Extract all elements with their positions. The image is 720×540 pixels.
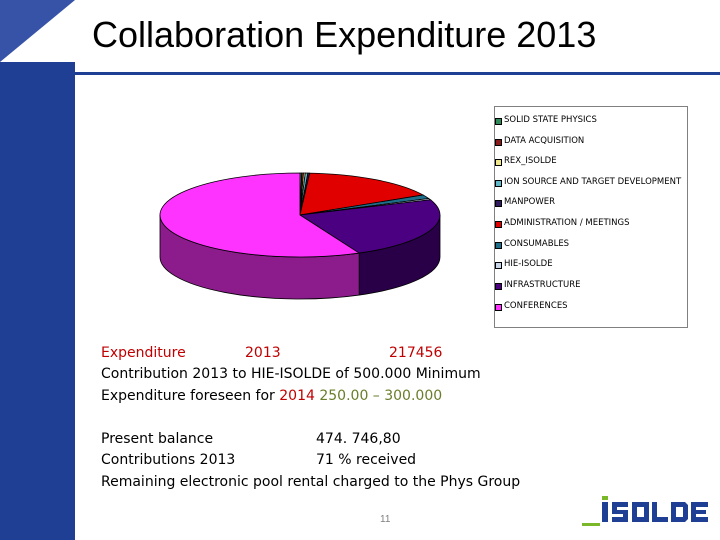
page-number: 11 [380,514,391,525]
present-balance-value: 474. 746,80 [316,431,401,447]
legend-item: INFRASTRUCTURE [495,280,684,290]
legend-item: REX_ISOLDE [495,156,684,166]
legend-label: SOLID STATE PHYSICS [504,115,597,125]
legend-swatch [495,139,502,146]
legend-swatch [495,118,502,125]
pie-slice [298,199,441,254]
legend-swatch [495,242,502,249]
legend-swatch [495,304,502,311]
expenditure-value: 217456 [389,345,443,361]
pie-chart [159,172,441,300]
present-balance-label: Present balance [101,431,214,447]
legend-swatch [495,159,502,166]
expenditure-year: 2013 [245,345,281,361]
remaining-line: Remaining electronic pool rental charged… [101,474,521,490]
legend-label: REX_ISOLDE [504,156,557,166]
expenditure-label: Expenditure [101,345,186,361]
contributions-label: Contributions 2013 [101,452,236,468]
present-balance-line: Present balance 474. 746,80 [101,429,561,451]
legend-label: ADMINISTRATION / MEETINGS [504,218,630,228]
foreseen-line: Expenditure foreseen for 2014 250.00 – 3… [101,386,442,408]
legend-swatch [495,262,502,269]
legend-label: INFRASTRUCTURE [504,280,581,290]
legend-label: ION SOURCE AND TARGET DEVELOPMENT [504,177,682,187]
legend-label: CONFERENCES [504,301,568,311]
legend-swatch [495,180,502,187]
legend-item: MANPOWER [495,197,684,207]
foreseen-range: 250.00 – 300.000 [319,388,443,404]
slide-title: Collaboration Expenditure 2013 [92,14,597,55]
legend-item: ION SOURCE AND TARGET DEVELOPMENT [495,177,684,187]
corner-triangle [0,0,75,62]
legend-label: DATA ACQUISITION [504,136,585,146]
legend-label: CONSUMABLES [504,239,570,249]
legend-item: DATA ACQUISITION [495,136,684,146]
legend-swatch [495,221,502,228]
pie-slice [159,172,361,258]
legend-item: CONSUMABLES [495,239,684,249]
pie-slice [299,172,425,216]
foreseen-prefix: Expenditure foreseen for [101,388,280,404]
legend-swatch [495,200,502,207]
legend-swatch [495,283,502,290]
contribution-line: Contribution 2013 to HIE-ISOLDE of 500.0… [101,366,481,382]
foreseen-year: 2014 [279,388,315,404]
legend-item: ADMINISTRATION / MEETINGS [495,218,684,228]
legend-item: HIE-ISOLDE [495,259,684,269]
title-divider [75,72,720,75]
legend-item: CONFERENCES [495,301,684,311]
isolde-logo [582,496,708,526]
legend-label: MANPOWER [504,197,556,207]
chart-legend: SOLID STATE PHYSICS DATA ACQUISITION REX_I… [494,106,688,328]
legend-item: SOLID STATE PHYSICS [495,115,684,125]
contributions-line: Contributions 2013 71 % received [101,450,561,472]
legend-label: HIE-ISOLDE [504,259,553,269]
contributions-value: 71 % received [316,452,417,468]
left-accent-bar [0,0,75,540]
